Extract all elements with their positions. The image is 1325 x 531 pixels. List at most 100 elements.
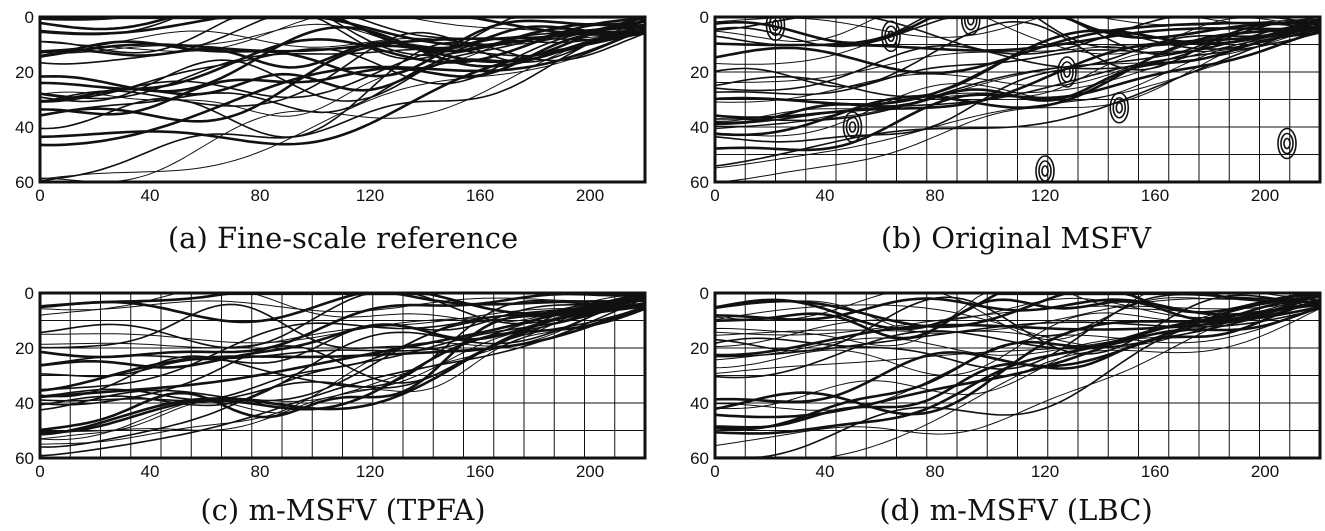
loop xyxy=(887,30,895,43)
plot-frame xyxy=(713,15,1322,184)
loop xyxy=(1283,137,1291,150)
loop xyxy=(1109,91,1130,124)
loop xyxy=(848,121,857,133)
loop xyxy=(765,17,786,42)
streamline xyxy=(715,21,1320,88)
loop xyxy=(1112,96,1127,119)
x-tick-label: 0 xyxy=(710,186,719,205)
loop xyxy=(771,19,780,32)
streamline xyxy=(715,21,1320,75)
x-tick-label: 200 xyxy=(576,186,604,205)
streamline xyxy=(715,26,1320,83)
loop xyxy=(960,17,981,36)
streamline xyxy=(715,293,1320,370)
streamline xyxy=(40,17,645,123)
streamline xyxy=(715,298,1320,340)
streamline xyxy=(715,18,1320,92)
streamline xyxy=(40,25,645,69)
x-tick-label: 80 xyxy=(926,186,945,205)
streamline xyxy=(40,18,645,182)
streamline xyxy=(715,293,1320,416)
panel-d-plot xyxy=(715,293,1320,458)
x-tick-label: 120 xyxy=(356,186,384,205)
plot-frame xyxy=(38,15,647,184)
y-tick-label: 0 xyxy=(700,284,709,303)
streamline xyxy=(715,20,1320,137)
x-tick-label: 120 xyxy=(356,462,384,481)
loop xyxy=(1280,132,1294,155)
streamline xyxy=(40,17,645,47)
streamline xyxy=(40,296,645,432)
loop xyxy=(845,116,860,138)
streamline xyxy=(715,26,1320,119)
streamlines xyxy=(40,17,645,182)
panel-a: 0 40 80 120 160 200 0 20 40 60 (a) Fine-scale refe… xyxy=(15,8,647,255)
loop xyxy=(963,17,978,31)
loop xyxy=(1063,66,1071,78)
panel-c-plot xyxy=(40,293,645,458)
streamline xyxy=(715,297,1320,348)
y-tick-label: 60 xyxy=(690,173,709,192)
panel-caption: (d) m-MSFV (LBC) xyxy=(879,493,1152,527)
streamline xyxy=(715,297,1320,337)
streamline xyxy=(715,29,1320,152)
streamline xyxy=(40,31,645,103)
y-tick-label: 0 xyxy=(25,284,34,303)
y-tick-label: 60 xyxy=(15,449,34,468)
panel-a-plot xyxy=(40,17,645,182)
loop xyxy=(1035,155,1055,182)
x-tick-label: 160 xyxy=(466,462,494,481)
streamline xyxy=(715,299,1320,429)
loop xyxy=(768,17,783,37)
streamline xyxy=(40,294,645,366)
streamline xyxy=(715,21,1320,96)
streamline xyxy=(40,28,645,117)
loop xyxy=(881,20,901,53)
panel-caption: (c) m-MSFV (TPFA) xyxy=(200,493,485,527)
streamline xyxy=(715,303,1320,410)
streamline xyxy=(40,297,645,378)
x-tick-label: 200 xyxy=(1251,186,1279,205)
y-tick-label: 0 xyxy=(25,8,34,27)
loop xyxy=(966,17,975,26)
x-tick-label: 40 xyxy=(816,186,835,205)
x-tick-label: 0 xyxy=(35,186,44,205)
streamline xyxy=(715,294,1320,355)
streamline xyxy=(40,293,645,391)
x-tick-label: 200 xyxy=(576,462,604,481)
streamline xyxy=(40,293,645,323)
streamline xyxy=(40,297,645,313)
panel-c: 0 40 80 120 160 200 0 20 40 60 (c) m-MSFV (TPFA) xyxy=(15,284,647,527)
streamline xyxy=(715,301,1320,419)
x-tick-label: 80 xyxy=(251,186,270,205)
streamlines xyxy=(715,293,1320,458)
x-tick-label: 40 xyxy=(141,186,160,205)
panel-caption: (a) Fine-scale reference xyxy=(168,221,518,255)
streamline xyxy=(715,29,1320,127)
recirculation-loops xyxy=(765,17,1297,182)
y-tick-label: 40 xyxy=(15,118,34,137)
streamline xyxy=(40,295,645,402)
loop xyxy=(1060,61,1074,83)
loop xyxy=(1115,101,1124,114)
loop xyxy=(884,25,898,48)
x-tick-label: 160 xyxy=(1141,186,1169,205)
panel-b-plot xyxy=(715,17,1320,182)
streamline xyxy=(715,25,1320,130)
panel-caption: (b) Original MSFV xyxy=(881,221,1152,255)
y-tick-label: 40 xyxy=(690,394,709,413)
x-tick-label: 80 xyxy=(926,462,945,481)
streamline xyxy=(40,298,645,407)
x-tick-label: 160 xyxy=(466,186,494,205)
streamline xyxy=(40,305,645,392)
loop xyxy=(842,111,863,143)
streamline xyxy=(715,17,1320,38)
x-tick-label: 0 xyxy=(710,462,719,481)
streamline xyxy=(40,29,645,116)
y-tick-label: 40 xyxy=(690,118,709,137)
streamline xyxy=(40,23,645,99)
streamline xyxy=(715,302,1320,361)
panel-d: 0 40 80 120 160 200 0 20 40 60 (d) m-MSFV (LBC) xyxy=(690,284,1322,527)
x-tick-label: 120 xyxy=(1031,186,1059,205)
